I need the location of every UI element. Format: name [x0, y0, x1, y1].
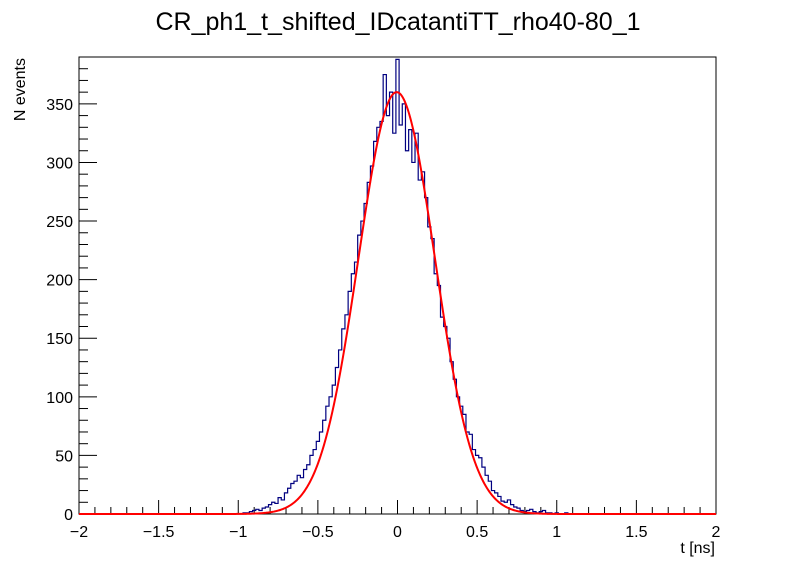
- x-tick-label: −0.5: [302, 524, 334, 541]
- y-tick-label: 300: [46, 155, 73, 172]
- y-tick-label: 100: [46, 390, 73, 407]
- y-axis-label: N events: [12, 58, 29, 121]
- x-tick-label: −1.5: [143, 524, 175, 541]
- gauss-fit-curve: [79, 91, 716, 515]
- chart-title: CR_ph1_t_shifted_IDcatantiTT_rho40-80_1: [155, 8, 640, 36]
- x-tick-label: 1.5: [625, 524, 647, 541]
- x-tick-label: −1: [229, 524, 247, 541]
- data-histogram: [79, 58, 716, 515]
- y-tick-label: 350: [46, 97, 73, 114]
- y-tick-label: 0: [64, 507, 73, 524]
- y-tick-label: 200: [46, 273, 73, 290]
- x-axis-label: t [ns]: [680, 540, 715, 557]
- y-tick-label: 150: [46, 331, 73, 348]
- x-tick-label: 0.5: [466, 524, 488, 541]
- y-axis-ticks: 0 50 100 150 200 250 300 350: [46, 56, 97, 524]
- x-tick-label: 0: [393, 524, 402, 541]
- x-tick-label: 1: [552, 524, 561, 541]
- x-tick-label: −2: [70, 524, 88, 541]
- x-tick-label: 2: [712, 524, 721, 541]
- y-tick-label: 250: [46, 214, 73, 231]
- y-tick-label: 50: [55, 448, 73, 465]
